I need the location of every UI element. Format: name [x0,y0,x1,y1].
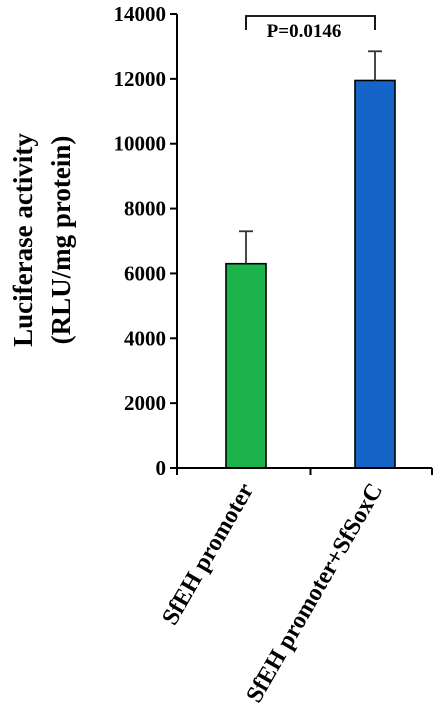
y-tick-label: 12000 [114,67,167,91]
y-tick-label: 6000 [124,261,166,285]
p-value-annotation: P=0.0146 [267,21,342,42]
bar-1 [225,262,267,469]
y-tick-label: 4000 [124,326,166,350]
y-tick-label: 8000 [124,197,166,221]
y-tick-label: 2000 [124,391,166,415]
y-axis-label-line2: (RLU/mg protein) [46,136,76,345]
y-tick-label: 0 [156,456,167,480]
y-axis-label: Luciferase activity (RLU/mg protein) [8,133,76,347]
x-tick-label-1: SfEH promoter [157,479,259,630]
significance-bracket: P=0.0146 [245,15,376,42]
y-axis-label-line1: Luciferase activity [8,133,38,347]
bracket-line [245,15,376,30]
y-tick-label: 10000 [114,132,167,156]
y-tick-label: 14000 [114,2,167,26]
bar-2 [354,79,396,469]
x-tick-label-2: SfEH promoter+SfSoxC [241,479,388,707]
